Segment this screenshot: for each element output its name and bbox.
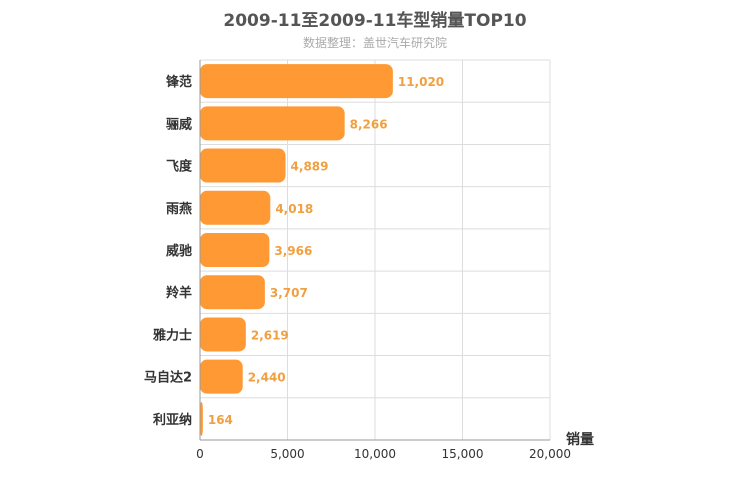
bars [200, 64, 393, 436]
y-category-label: 飞度 [166, 159, 193, 175]
y-category-label: 利亚纳 [153, 412, 192, 428]
bar[interactable] [200, 190, 271, 225]
y-category-label: 锋范 [166, 74, 192, 90]
x-axis-label: 销量 [566, 431, 594, 448]
bar[interactable] [200, 233, 270, 267]
data-label: 3,966 [274, 244, 312, 258]
x-tick-label: 15,000 [442, 447, 484, 461]
y-category-label: 骊威 [166, 116, 192, 132]
x-tick-label: 5,000 [270, 447, 304, 461]
bar[interactable] [200, 64, 393, 99]
chart-subtitle: 数据整理：盖世汽车研究院 [302, 36, 447, 50]
y-category-label: 威驰 [166, 243, 192, 259]
bar[interactable] [200, 401, 203, 436]
bar[interactable] [200, 317, 246, 352]
y-category-label: 羚羊 [166, 285, 192, 301]
bar[interactable] [200, 275, 265, 310]
data-label: 3,707 [270, 286, 308, 300]
y-category-label: 马自达2 [144, 370, 192, 386]
x-tick-label: 10,000 [354, 447, 396, 461]
bar[interactable] [200, 359, 243, 394]
y-category-label: 雨燕 [166, 201, 192, 217]
data-label: 4,889 [291, 160, 329, 174]
x-tick-label: 20,000 [529, 447, 571, 461]
y-category-label: 雅力士 [153, 327, 192, 343]
x-tick-label: 0 [196, 447, 204, 461]
data-label: 11,020 [398, 75, 444, 89]
data-label: 2,619 [251, 328, 289, 342]
data-label: 164 [208, 413, 233, 427]
value-labels: 11,020 8,266 4,889 4,018 3,966 3,707 2,619 2,44… [208, 75, 444, 427]
data-label: 4,018 [275, 202, 313, 216]
bar[interactable] [200, 148, 286, 183]
bar[interactable] [200, 106, 345, 141]
data-label: 8,266 [350, 117, 388, 131]
chart-title: 2009-11至2009-11车型销量TOP10 [223, 11, 527, 31]
data-label: 2,440 [248, 371, 286, 385]
axes: 0 5,000 10,000 15,000 20,000 锋范骊威飞度雨燕威驰羚羊雅力士马… [144, 60, 571, 461]
